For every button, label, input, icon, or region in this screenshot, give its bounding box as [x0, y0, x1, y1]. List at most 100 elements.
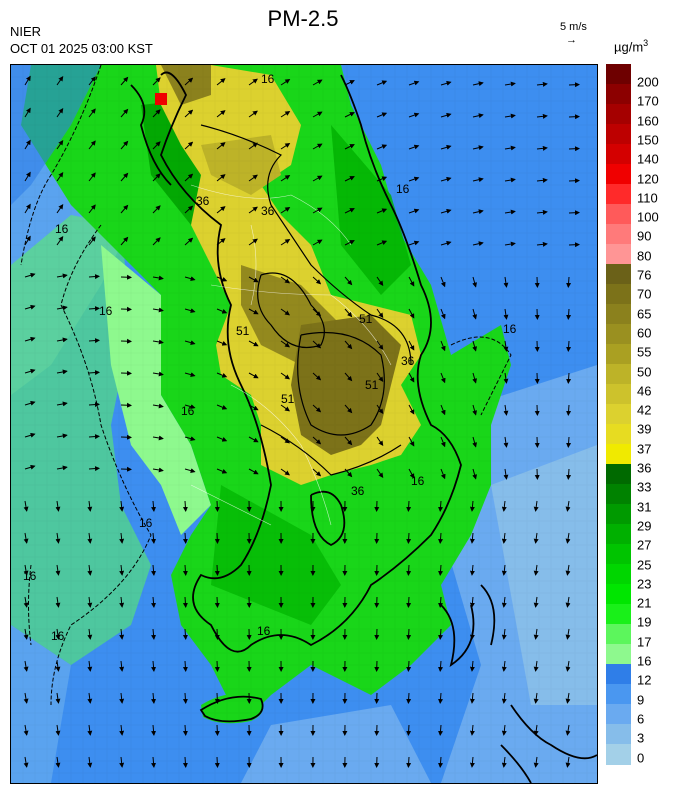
wind-arrow-icon — [438, 660, 444, 672]
wind-arrow-icon — [151, 628, 157, 640]
wind-arrow-icon — [280, 239, 291, 246]
colorbar-tick-label: 17 — [637, 634, 652, 650]
wind-arrow-icon — [152, 339, 164, 345]
map-title: PM-2.5 — [267, 6, 339, 31]
wind-arrow-icon — [151, 660, 157, 672]
colorbar-segment — [606, 264, 631, 285]
wind-arrow-icon — [566, 340, 572, 352]
wind-arrow-icon — [503, 468, 509, 480]
wind-arrow-icon — [152, 467, 164, 473]
colorbar-segment — [606, 384, 631, 405]
wind-arrow-icon — [472, 81, 484, 87]
wind-arrow-icon — [184, 436, 196, 442]
wind-arrow-icon — [312, 239, 323, 246]
wind-arrow-icon — [87, 692, 93, 704]
colorbar-segment — [606, 604, 631, 625]
wind-arrow-icon — [152, 205, 161, 214]
wind-arrow-icon — [87, 500, 93, 512]
wind-arrow-icon — [87, 628, 93, 640]
wind-arrow-icon — [344, 144, 355, 150]
wind-arrow-icon — [440, 436, 446, 448]
wind-arrow-icon — [344, 176, 355, 182]
contour-label: 36 — [261, 204, 275, 218]
wind-arrow-icon — [440, 240, 452, 246]
contour-label: 16 — [411, 474, 425, 488]
wind-arrow-icon — [469, 756, 475, 768]
wind-arrow-icon — [312, 79, 323, 86]
wind-arrow-icon — [440, 404, 446, 416]
wind-arrow-icon — [151, 596, 157, 608]
wind-arrow-icon — [56, 203, 64, 214]
wind-arrow-icon — [472, 113, 484, 119]
wind-arrow-icon — [312, 436, 322, 445]
wind-arrow-icon — [344, 404, 353, 414]
wind-arrow-icon — [214, 500, 220, 512]
wind-arrow-icon — [376, 436, 384, 447]
contour-label: 36 — [351, 484, 365, 498]
wind-arrow-icon — [568, 242, 580, 248]
wind-arrow-icon — [119, 564, 125, 576]
wind-arrow-icon — [280, 308, 291, 316]
wind-arrow-icon — [24, 368, 36, 374]
colorbar-tick-label: 140 — [637, 151, 659, 167]
wind-arrow-icon — [312, 207, 323, 214]
wind-arrow-icon — [87, 756, 93, 768]
colorbar-tick-label: 160 — [637, 113, 659, 129]
wind-arrow-icon — [184, 237, 194, 246]
wind-vectors — [23, 75, 580, 768]
wind-arrow-icon — [151, 724, 157, 736]
wind-arrow-icon — [152, 141, 161, 150]
wind-arrow-icon — [56, 337, 68, 343]
wind-arrow-icon — [438, 724, 444, 736]
colorbar-segment — [606, 284, 631, 305]
contour-labels: 16 16 16 16 16 16 16 16 16 16 16 36 36 3… — [23, 72, 517, 643]
wind-arrow-icon — [184, 276, 196, 282]
colorbar-tick-label: 100 — [637, 209, 659, 225]
wind-arrow-icon — [344, 372, 353, 382]
colorbar-segment — [606, 164, 631, 185]
wind-arrow-icon — [536, 145, 548, 151]
wind-arrow-icon — [408, 80, 420, 86]
colorbar-tick-label: 200 — [637, 74, 659, 90]
colorbar-tick-label: 31 — [637, 499, 652, 515]
wind-arrow-icon — [312, 276, 322, 285]
wind-arrow-icon — [501, 660, 507, 672]
wind-arrow-icon — [24, 139, 31, 150]
wind-arrow-icon — [503, 340, 509, 352]
wind-arrow-icon — [280, 404, 291, 412]
wind-arrow-icon — [280, 79, 291, 86]
wind-arrow-icon — [312, 111, 323, 118]
colorbar-segment — [606, 564, 631, 585]
wind-arrow-icon — [472, 241, 484, 247]
wind-arrow-icon — [376, 372, 384, 383]
wind-arrow-icon — [344, 308, 353, 318]
wind-arrow-icon — [151, 532, 157, 544]
wind-arrow-icon — [152, 435, 164, 441]
wind-arrow-icon — [55, 532, 61, 544]
wind-arrow-icon — [408, 468, 415, 479]
wind-arrow-icon — [24, 203, 31, 214]
wind-arrow-icon — [565, 564, 571, 576]
wind-arrow-icon — [501, 500, 507, 512]
wind-arrow-icon — [152, 403, 164, 409]
wind-reference-label: 5 m/s — [560, 21, 587, 33]
wind-arrow-icon — [568, 114, 580, 120]
wind-arrow-icon — [469, 660, 475, 672]
wind-arrow-icon — [56, 139, 64, 150]
wind-arrow-icon — [440, 308, 446, 320]
wind-arrow-icon — [566, 468, 572, 480]
wind-arrow-icon — [344, 468, 353, 478]
wind-arrow-icon — [533, 660, 539, 672]
wind-arrow-icon — [151, 564, 157, 576]
colorbar-tick-label: 23 — [637, 576, 652, 592]
wind-arrow-icon — [440, 372, 446, 384]
wind-arrow-icon — [280, 175, 291, 182]
wind-arrow-icon — [440, 340, 446, 352]
province-boundaries — [190, 184, 392, 526]
wind-arrow-icon — [469, 724, 475, 736]
wind-arrow-icon — [55, 596, 61, 608]
colorbar-segment — [606, 444, 631, 465]
wind-arrow-icon — [182, 628, 188, 640]
wind-arrow-icon — [503, 436, 509, 448]
colorbar-segment — [606, 344, 631, 365]
